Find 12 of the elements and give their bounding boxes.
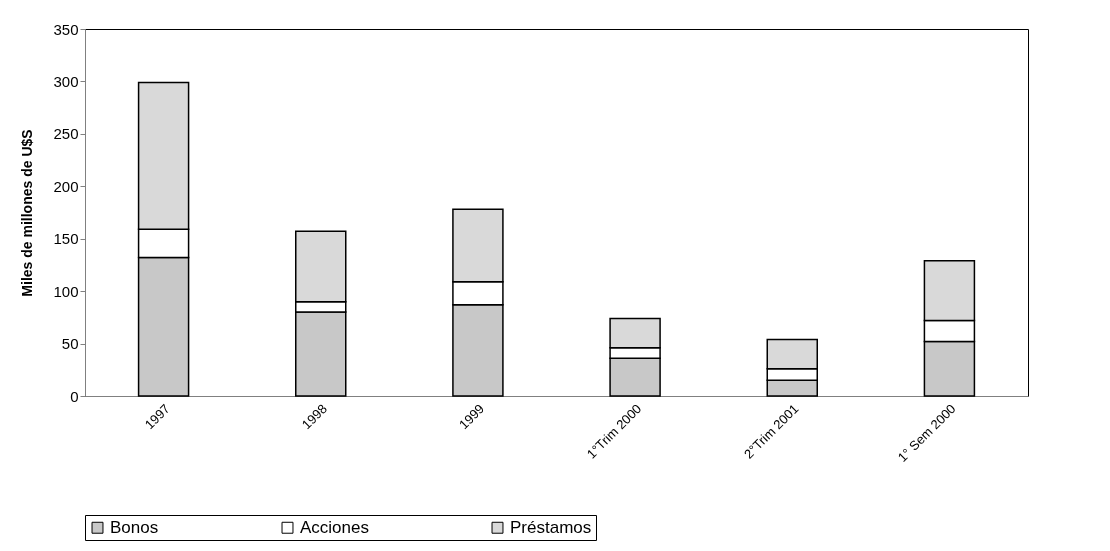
y-tick-label: 250 — [53, 125, 79, 143]
y-tick-label: 0 — [70, 387, 79, 405]
legend-label: Bonos — [110, 517, 159, 537]
y-tick-label: 300 — [53, 72, 79, 90]
y-tick-label: 350 — [53, 20, 79, 38]
y-tick-label: 200 — [53, 177, 79, 195]
legend-label: Acciones — [300, 517, 369, 537]
legend-label: Préstamos — [510, 517, 592, 537]
y-axis-title: Miles de millones de U$S — [19, 129, 36, 297]
y-tick-label: 150 — [53, 230, 79, 248]
y-tick-label: 50 — [61, 335, 79, 353]
y-tick-label: 100 — [53, 282, 79, 300]
